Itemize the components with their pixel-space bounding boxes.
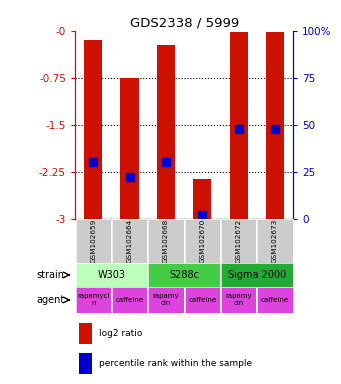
Bar	[193, 179, 211, 219]
Point	[163, 159, 169, 166]
Point	[272, 126, 278, 132]
Text: rapamy
cin: rapamy cin	[153, 293, 179, 306]
Text: GSM102670: GSM102670	[199, 219, 205, 263]
Text: rapamyci
n: rapamyci n	[77, 293, 109, 306]
Text: caffeine: caffeine	[188, 297, 217, 303]
Bar	[84, 40, 102, 219]
Text: GSM102668: GSM102668	[163, 219, 169, 263]
Text: caffeine: caffeine	[116, 297, 144, 303]
Bar	[157, 45, 175, 219]
Text: caffeine: caffeine	[261, 297, 289, 303]
Text: strain: strain	[37, 270, 65, 280]
Text: Sigma 2000: Sigma 2000	[228, 270, 286, 280]
Bar	[229, 32, 248, 219]
Bar	[79, 323, 92, 344]
Title: GDS2338 / 5999: GDS2338 / 5999	[130, 17, 239, 30]
Text: GSM102672: GSM102672	[236, 219, 242, 263]
Point	[90, 159, 96, 166]
Point	[236, 126, 241, 132]
Text: GSM102673: GSM102673	[272, 219, 278, 263]
Text: log2 ratio: log2 ratio	[99, 329, 143, 338]
Text: GSM102664: GSM102664	[127, 219, 133, 263]
Point	[199, 212, 205, 218]
Text: percentile rank within the sample: percentile rank within the sample	[99, 359, 252, 368]
Bar	[120, 78, 139, 219]
Text: rapamy
cin: rapamy cin	[225, 293, 252, 306]
Bar	[266, 32, 284, 219]
Text: GSM102659: GSM102659	[90, 219, 96, 263]
Bar	[79, 353, 92, 374]
Text: S288c: S288c	[169, 270, 199, 280]
Point	[127, 174, 132, 180]
Text: W303: W303	[98, 270, 125, 280]
Text: agent: agent	[36, 295, 65, 305]
